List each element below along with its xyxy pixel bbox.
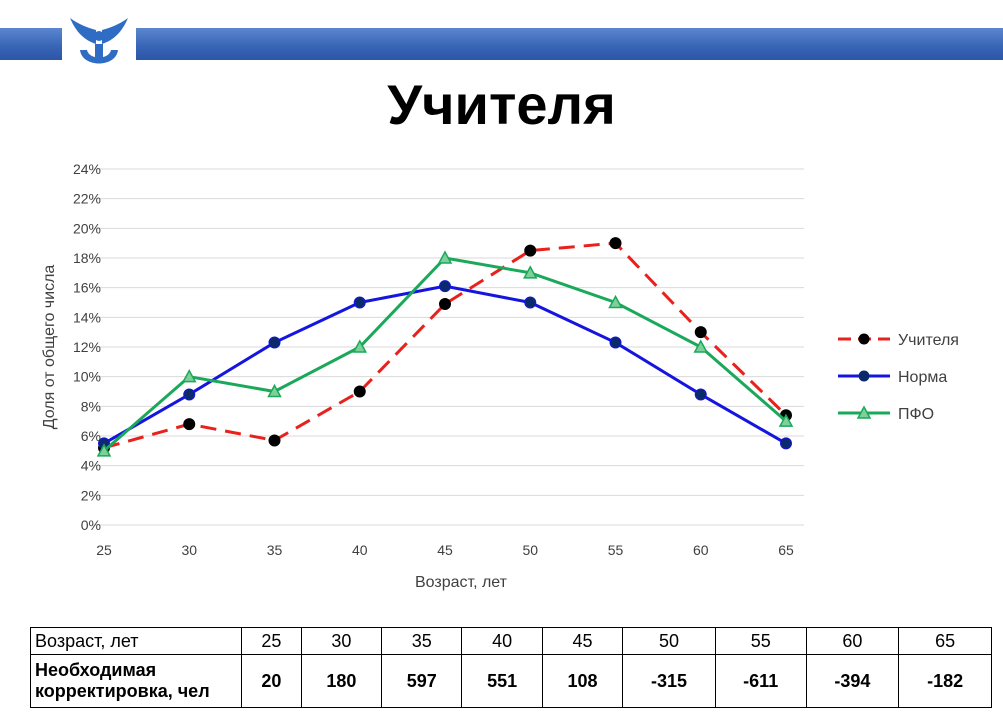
data-point [778, 413, 794, 427]
data-point [267, 383, 282, 398]
data-point [352, 339, 368, 353]
x-tick-label: 55 [608, 542, 624, 558]
table-header-correction: Необходимая корректировка, чел [30, 654, 242, 708]
age-cell: 65 [898, 627, 992, 655]
y-tick-label: 14% [73, 309, 101, 325]
legend-label: Норма [898, 369, 947, 386]
table-header-age: Возраст, лет [30, 627, 242, 655]
data-point [183, 388, 196, 401]
logo [62, 10, 136, 78]
page-title: Учителя [387, 73, 616, 136]
y-tick-label: 18% [73, 250, 101, 266]
x-tick-label: 25 [96, 542, 112, 558]
correction-cell: -611 [714, 654, 807, 708]
y-tick-label: 0% [81, 517, 101, 533]
legend-label: ПФО [898, 406, 934, 423]
data-point [353, 296, 366, 309]
age-cell: 40 [461, 627, 543, 655]
x-tick-label: 40 [352, 542, 368, 558]
table-row-correction: Необходимая корректировка, чел 20 180 597 5… [30, 654, 992, 708]
legend-marker [856, 405, 872, 419]
x-tick-label: 65 [778, 542, 794, 558]
data-point [693, 339, 709, 353]
y-tick-label: 20% [73, 220, 101, 236]
y-tick-label: 2% [81, 487, 101, 503]
chart: 0% 2% 4% 6% 8% 10% 12% 14% 16% 18% 20% 22% 24% 25 30 3… [20, 128, 1003, 608]
header-band [0, 28, 1003, 60]
correction-cell: 20 [241, 654, 302, 708]
data-point [609, 336, 622, 349]
y-tick-label: 4% [81, 458, 101, 474]
age-cell: 30 [300, 627, 383, 655]
y-axis-label: Доля от общего числа [41, 265, 58, 430]
data-point [353, 385, 366, 398]
x-tick-label: 35 [267, 542, 283, 558]
correction-cell: 597 [381, 654, 463, 708]
data-point [437, 250, 453, 264]
legend-label: Учителя [898, 332, 959, 349]
age-cell: 45 [541, 627, 624, 655]
data-point [268, 434, 281, 447]
data-point [524, 296, 537, 309]
y-tick-label: 16% [73, 280, 101, 296]
age-cell: 25 [241, 627, 302, 655]
correction-cell: -394 [805, 654, 900, 708]
x-axis-ticks: 25 30 35 40 45 50 55 60 65 [96, 542, 794, 558]
table-row-age: Возраст, лет 25 30 35 40 45 50 55 60 65 [30, 627, 992, 655]
data-point [268, 336, 281, 349]
age-cell: 35 [381, 627, 463, 655]
age-cell: 60 [805, 627, 900, 655]
data-point [181, 369, 197, 383]
data-point [183, 418, 196, 431]
chart-legend: Учителя Норма ПФО [838, 332, 959, 423]
y-tick-label: 8% [81, 398, 101, 414]
y-tick-label: 6% [81, 428, 101, 444]
data-point [608, 294, 623, 309]
chart-series [96, 237, 794, 457]
correction-cell: 551 [461, 654, 543, 708]
y-tick-label: 12% [73, 339, 101, 355]
correction-table: Возраст, лет 25 30 35 40 45 50 55 60 65 Необходи… [30, 627, 992, 708]
correction-cell: 108 [541, 654, 624, 708]
x-tick-label: 30 [181, 542, 197, 558]
x-tick-label: 60 [693, 542, 709, 558]
data-point [439, 280, 451, 293]
age-cell: 50 [622, 627, 716, 655]
correction-cell: -315 [622, 654, 716, 708]
data-point [609, 237, 622, 250]
series-line [103, 241, 788, 450]
age-cell: 55 [714, 627, 807, 655]
correction-cell: -182 [898, 654, 992, 708]
legend-marker [858, 333, 870, 345]
data-point [694, 388, 707, 401]
y-tick-label: 22% [73, 191, 101, 207]
data-point [524, 244, 537, 257]
line-chart: 0% 2% 4% 6% 8% 10% 12% 14% 16% 18% 20% 22% 24% 25 30 3… [41, 161, 959, 591]
x-axis-label: Возраст, лет [415, 574, 508, 591]
y-tick-label: 24% [73, 161, 101, 177]
data-point [439, 297, 451, 310]
legend-marker [858, 370, 870, 382]
data-point [694, 326, 707, 339]
x-tick-label: 50 [522, 542, 538, 558]
y-tick-label: 10% [73, 369, 101, 385]
data-point [780, 437, 792, 450]
logo-icon [70, 18, 128, 64]
correction-cell: 180 [300, 654, 383, 708]
x-tick-label: 45 [437, 542, 453, 558]
data-point [522, 265, 538, 279]
y-axis-ticks: 0% 2% 4% 6% 8% 10% 12% 14% 16% 18% 20% 22% 24% [73, 161, 101, 533]
data-point [96, 443, 112, 457]
